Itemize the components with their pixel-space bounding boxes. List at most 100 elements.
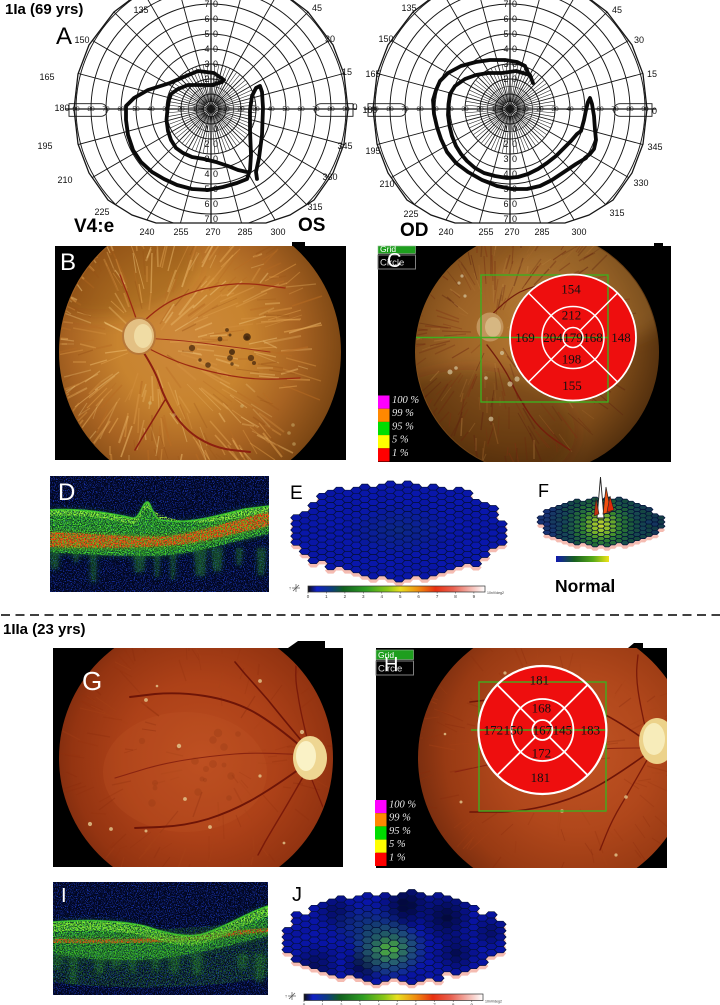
svg-text:270: 270 bbox=[205, 227, 220, 237]
svg-text:150: 150 bbox=[378, 34, 393, 44]
svg-text:1 %: 1 % bbox=[392, 448, 409, 459]
svg-text:4: 4 bbox=[503, 44, 508, 54]
svg-text:240: 240 bbox=[139, 227, 154, 237]
svg-text:20: 20 bbox=[536, 106, 544, 113]
svg-text:0: 0 bbox=[213, 124, 218, 134]
svg-text:90: 90 bbox=[342, 106, 350, 113]
svg-text:70: 70 bbox=[312, 106, 320, 113]
svg-text:300: 300 bbox=[571, 227, 586, 237]
svg-text:40: 40 bbox=[267, 106, 275, 113]
svg-text:3: 3 bbox=[359, 1003, 362, 1005]
svg-text:345: 345 bbox=[647, 142, 662, 152]
svg-text:3: 3 bbox=[204, 59, 209, 69]
svg-text:0: 0 bbox=[213, 44, 218, 54]
svg-text:60: 60 bbox=[596, 106, 604, 113]
svg-text:7: 7 bbox=[503, 214, 508, 224]
svg-text:2: 2 bbox=[503, 139, 508, 149]
svg-text:99 %: 99 % bbox=[392, 408, 414, 419]
svg-text:2: 2 bbox=[344, 594, 347, 599]
svg-text:7: 7 bbox=[204, 0, 209, 9]
svg-text:4: 4 bbox=[204, 169, 209, 179]
svg-text:30: 30 bbox=[461, 106, 469, 113]
svg-text:181: 181 bbox=[530, 673, 550, 688]
svg-text:Normal: Normal bbox=[555, 576, 615, 596]
svg-text:9: 9 bbox=[473, 594, 476, 599]
svg-text:1: 1 bbox=[503, 124, 508, 134]
svg-text:145: 145 bbox=[553, 723, 573, 738]
svg-text:165: 165 bbox=[365, 69, 380, 79]
svg-text:1: 1 bbox=[321, 1003, 324, 1005]
svg-text:345: 345 bbox=[337, 141, 352, 151]
svg-text:3: 3 bbox=[503, 154, 508, 164]
svg-text:154: 154 bbox=[561, 282, 581, 297]
svg-text:5 %: 5 % bbox=[389, 839, 406, 850]
svg-text:90: 90 bbox=[641, 106, 649, 113]
svg-text:5: 5 bbox=[399, 594, 402, 599]
svg-text:D: D bbox=[58, 479, 75, 506]
svg-text:330: 330 bbox=[633, 178, 648, 188]
svg-text:OD: OD bbox=[400, 220, 429, 241]
svg-text:70: 70 bbox=[401, 106, 409, 113]
svg-text:B: B bbox=[60, 249, 76, 276]
svg-text:3: 3 bbox=[503, 59, 508, 69]
svg-text:40: 40 bbox=[566, 106, 574, 113]
svg-text:1 %: 1 % bbox=[389, 852, 406, 863]
svg-text:1: 1 bbox=[325, 594, 328, 599]
svg-text:0: 0 bbox=[512, 59, 517, 69]
svg-text:0: 0 bbox=[213, 199, 218, 209]
svg-text:I: I bbox=[61, 885, 67, 907]
svg-text:30: 30 bbox=[252, 106, 260, 113]
svg-text:OS: OS bbox=[298, 215, 325, 236]
svg-text:4: 4 bbox=[381, 594, 384, 599]
svg-text:8: 8 bbox=[454, 594, 457, 599]
svg-text:0: 0 bbox=[512, 139, 517, 149]
svg-text:0: 0 bbox=[213, 139, 218, 149]
svg-text:155: 155 bbox=[562, 378, 582, 393]
svg-text:315: 315 bbox=[609, 208, 624, 218]
svg-text:10: 10 bbox=[491, 106, 499, 113]
svg-text:A: A bbox=[56, 23, 72, 50]
svg-text:0: 0 bbox=[213, 14, 218, 24]
svg-text:J: J bbox=[292, 884, 302, 906]
svg-text:7: 7 bbox=[436, 594, 439, 599]
svg-text:225: 225 bbox=[94, 207, 109, 217]
svg-text:G: G bbox=[82, 666, 102, 696]
svg-text:0: 0 bbox=[652, 106, 657, 116]
svg-text:1IIa (23 yrs): 1IIa (23 yrs) bbox=[3, 621, 86, 638]
svg-text:172: 172 bbox=[484, 723, 504, 738]
svg-text:6: 6 bbox=[503, 14, 508, 24]
svg-text:6: 6 bbox=[417, 594, 420, 599]
svg-text:60: 60 bbox=[297, 106, 305, 113]
svg-text:0: 0 bbox=[307, 594, 310, 599]
svg-text:6: 6 bbox=[204, 14, 209, 24]
svg-text:0: 0 bbox=[512, 169, 517, 179]
svg-text:6: 6 bbox=[415, 1003, 418, 1005]
svg-text:0: 0 bbox=[512, 214, 517, 224]
svg-text:0: 0 bbox=[512, 199, 517, 209]
svg-text:168: 168 bbox=[532, 701, 552, 716]
svg-text:180: 180 bbox=[54, 103, 69, 113]
svg-text:F: F bbox=[538, 481, 549, 501]
svg-text:15: 15 bbox=[647, 69, 657, 79]
svg-text:285: 285 bbox=[237, 227, 252, 237]
svg-text:165: 165 bbox=[39, 72, 54, 82]
svg-text:3: 3 bbox=[362, 594, 365, 599]
svg-text:80: 80 bbox=[87, 106, 95, 113]
svg-text:5: 5 bbox=[503, 29, 508, 39]
svg-text:45: 45 bbox=[612, 5, 622, 15]
svg-text:10: 10 bbox=[222, 106, 230, 113]
svg-text:50: 50 bbox=[132, 106, 140, 113]
svg-text:180: 180 bbox=[362, 105, 377, 115]
svg-text:0: 0 bbox=[213, 154, 218, 164]
svg-text:167: 167 bbox=[533, 723, 553, 738]
svg-text:10nV/deg2: 10nV/deg2 bbox=[487, 591, 504, 595]
svg-text:2: 2 bbox=[503, 74, 508, 84]
svg-text:7: 7 bbox=[204, 214, 209, 224]
svg-text:0: 0 bbox=[213, 0, 218, 9]
svg-text:2: 2 bbox=[340, 1003, 343, 1005]
svg-text:80: 80 bbox=[327, 106, 335, 113]
svg-text:7: 7 bbox=[503, 0, 508, 9]
svg-text:150: 150 bbox=[74, 35, 89, 45]
svg-text:7: 7 bbox=[433, 1003, 436, 1005]
svg-text:9: 9 bbox=[471, 1003, 474, 1005]
